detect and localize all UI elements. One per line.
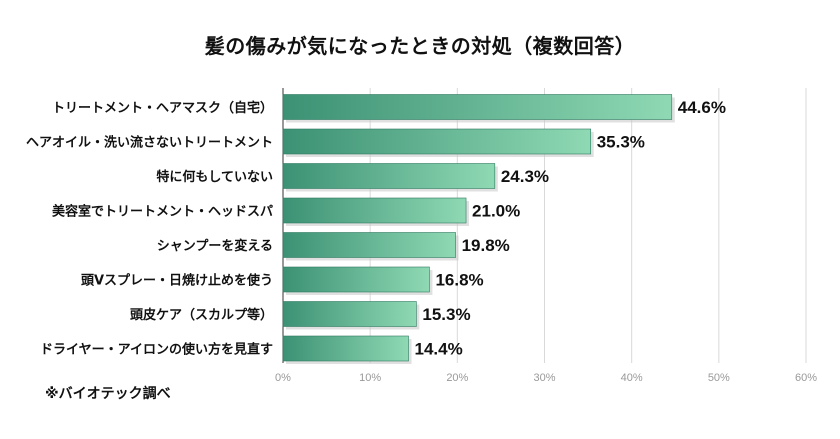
bar: [282, 232, 456, 258]
bar-value-label: 15.3%: [422, 305, 470, 324]
x-tick-label: 40%: [621, 372, 643, 384]
bar-value-label: 24.3%: [501, 167, 549, 186]
bar: [282, 94, 673, 120]
bar: [282, 335, 409, 362]
category-label: トリートメント・ヘアマスク（自宅）: [52, 100, 273, 116]
chart-title: 髪の傷みが気になったときの対処（複数回答）: [204, 34, 636, 58]
bar-value-label: 16.8%: [435, 271, 483, 290]
bar: [282, 266, 430, 293]
source-note: ※バイオテック調べ: [45, 386, 171, 402]
x-tick-label: 10%: [359, 372, 381, 384]
category-label: 美容室でトリートメント・ヘッドスパ: [52, 204, 273, 220]
category-label: ドライヤー・アイロンの使い方を見直す: [40, 342, 273, 358]
category-label: シャンプーを変える: [157, 238, 273, 254]
x-tick-label: 60%: [795, 372, 817, 384]
x-tick-label: 20%: [446, 372, 468, 384]
category-label: 頭皮ケア（スカルプ等）: [130, 307, 273, 323]
bar-value-label: 35.3%: [597, 133, 645, 152]
bar: [282, 197, 467, 224]
x-tick-label: 50%: [708, 372, 730, 384]
bar-value-label: 44.6%: [678, 98, 726, 117]
category-label: 頭Vスプレー・日焼け止めを使う: [81, 273, 273, 289]
bar-value-label: 19.8%: [462, 236, 510, 255]
x-tick-label: 30%: [533, 372, 555, 384]
x-tick-label: 0%: [275, 372, 291, 384]
bar: [282, 301, 417, 327]
bar-value-label: 21.0%: [472, 202, 520, 221]
bar-value-label: 14.4%: [415, 340, 463, 359]
category-label: 特に何もしていない: [156, 169, 273, 185]
bar: [282, 128, 591, 155]
category-label: ヘアオイル・洗い流さないトリートメント: [26, 135, 273, 151]
bar: [282, 163, 496, 189]
